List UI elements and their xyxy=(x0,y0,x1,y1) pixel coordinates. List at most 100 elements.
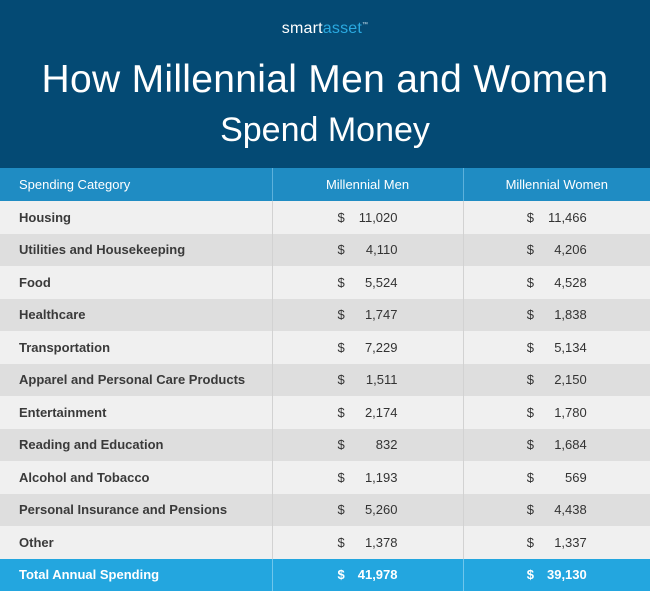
men-amount: 41,978 xyxy=(357,567,398,582)
women-amount: 1,684 xyxy=(554,437,587,453)
women-amount: 1,337 xyxy=(554,534,587,550)
table-row: Food $5,524 $4,528 xyxy=(0,266,650,299)
women-amount: 1,838 xyxy=(554,307,587,323)
men-amount: 1,511 xyxy=(365,372,398,388)
table-row: Personal Insurance and Pensions $5,260 $… xyxy=(0,493,650,527)
men-amount-cell: $11,020 xyxy=(272,201,464,234)
women-amount-cell: $2,150 xyxy=(463,364,650,397)
table-row: Healthcare $1,747 $1,838 xyxy=(0,298,650,332)
currency-symbol: $ xyxy=(337,209,345,225)
currency-symbol: $ xyxy=(337,404,345,420)
currency-symbol: $ xyxy=(337,339,345,355)
column-header-men: Millennial Men xyxy=(272,168,464,201)
women-amount: 1,780 xyxy=(554,404,587,420)
category-cell: Total Annual Spending xyxy=(0,558,273,591)
column-header-category: Spending Category xyxy=(0,168,273,201)
currency-symbol: $ xyxy=(337,437,345,453)
category-cell: Transportation xyxy=(0,331,273,364)
women-amount: 4,438 xyxy=(554,502,587,518)
currency-symbol: $ xyxy=(526,339,534,355)
currency-symbol: $ xyxy=(337,567,345,582)
men-amount-cell: $1,511 xyxy=(272,363,464,396)
currency-symbol: $ xyxy=(526,404,534,420)
currency-symbol: $ xyxy=(337,534,345,550)
men-amount-cell: $832 xyxy=(272,428,464,461)
men-amount: 5,524 xyxy=(364,274,398,290)
category-cell: Personal Insurance and Pensions xyxy=(0,493,273,526)
women-amount: 4,206 xyxy=(554,242,587,258)
currency-symbol: $ xyxy=(526,372,534,388)
women-amount: 11,466 xyxy=(547,209,587,225)
smartasset-logo: smartasset™ xyxy=(0,20,650,38)
total-row: Total Annual Spending $41,978 $39,130 xyxy=(0,558,650,591)
women-amount-cell: $1,780 xyxy=(463,396,650,429)
men-amount: 4,110 xyxy=(365,242,398,258)
currency-symbol: $ xyxy=(526,502,534,518)
table-row: Apparel and Personal Care Products $1,51… xyxy=(0,363,650,397)
currency-symbol: $ xyxy=(526,534,534,550)
men-amount-cell: $5,524 xyxy=(272,266,464,299)
men-amount-cell: $1,747 xyxy=(272,298,464,331)
table-row: Alcohol and Tobacco $1,193 $569 xyxy=(0,461,650,494)
women-amount: 39,130 xyxy=(546,567,587,582)
men-amount-cell: $5,260 xyxy=(272,493,464,526)
currency-symbol: $ xyxy=(337,307,345,323)
men-amount: 1,193 xyxy=(364,469,398,485)
category-cell: Apparel and Personal Care Products xyxy=(0,363,273,396)
logo-text-asset: asset xyxy=(322,20,363,37)
women-amount: 569 xyxy=(565,469,587,485)
table-row: Entertainment $2,174 $1,780 xyxy=(0,396,650,429)
category-cell: Food xyxy=(0,266,273,299)
page-title-line1: How Millennial Men and Women xyxy=(41,58,609,101)
men-amount-cell: $7,229 xyxy=(272,331,464,364)
women-amount: 4,528 xyxy=(554,274,587,290)
currency-symbol: $ xyxy=(526,307,534,323)
men-amount-cell: $1,193 xyxy=(272,461,464,494)
men-amount: 1,378 xyxy=(364,534,398,550)
page-title-line2: Spend Money xyxy=(220,111,430,149)
infographic-header: smartasset™ How Millennial Men and Women… xyxy=(0,0,650,168)
men-amount: 11,020 xyxy=(358,209,398,225)
logo-text-smart: smart xyxy=(281,20,323,37)
men-amount-cell: $41,978 xyxy=(272,558,464,591)
category-cell: Entertainment xyxy=(0,396,273,429)
men-amount: 832 xyxy=(375,437,398,453)
table-row: Housing $11,020 $11,466 xyxy=(0,201,650,234)
women-amount-cell: $4,438 xyxy=(463,494,650,527)
men-amount: 5,260 xyxy=(364,502,398,518)
currency-symbol: $ xyxy=(337,469,345,485)
category-cell: Alcohol and Tobacco xyxy=(0,461,273,494)
women-amount-cell: $4,206 xyxy=(463,234,650,267)
currency-symbol: $ xyxy=(337,242,345,258)
currency-symbol: $ xyxy=(526,209,534,225)
currency-symbol: $ xyxy=(337,502,345,518)
category-cell: Reading and Education xyxy=(0,428,273,461)
men-amount: 7,229 xyxy=(364,339,398,355)
currency-symbol: $ xyxy=(526,469,534,485)
spending-table: Spending Category Millennial Men Millenn… xyxy=(0,168,650,591)
currency-symbol: $ xyxy=(526,567,534,582)
women-amount-cell: $5,134 xyxy=(463,331,650,364)
table-row: Transportation $7,229 $5,134 xyxy=(0,331,650,364)
women-amount-cell: $39,130 xyxy=(463,559,650,591)
category-cell: Utilities and Housekeeping xyxy=(0,233,273,266)
women-amount-cell: $4,528 xyxy=(463,266,650,299)
men-amount-cell: $4,110 xyxy=(272,233,464,266)
table-row: Other $1,378 $1,337 xyxy=(0,526,650,559)
category-cell: Other xyxy=(0,526,273,559)
currency-symbol: $ xyxy=(337,372,345,388)
women-amount-cell: $1,684 xyxy=(463,429,650,462)
men-amount: 2,174 xyxy=(364,404,398,420)
currency-symbol: $ xyxy=(526,437,534,453)
currency-symbol: $ xyxy=(526,274,534,290)
men-amount-cell: $2,174 xyxy=(272,396,464,429)
column-header-women: Millennial Women xyxy=(505,177,608,192)
table-row: Utilities and Housekeeping $4,110 $4,206 xyxy=(0,233,650,267)
women-amount-cell: $11,466 xyxy=(463,201,650,234)
women-amount: 5,134 xyxy=(554,339,587,355)
women-amount-cell: $1,337 xyxy=(463,526,650,559)
trademark-icon: ™ xyxy=(362,22,369,28)
category-cell: Healthcare xyxy=(0,298,273,331)
women-amount-cell: $1,838 xyxy=(463,299,650,332)
currency-symbol: $ xyxy=(526,242,534,258)
